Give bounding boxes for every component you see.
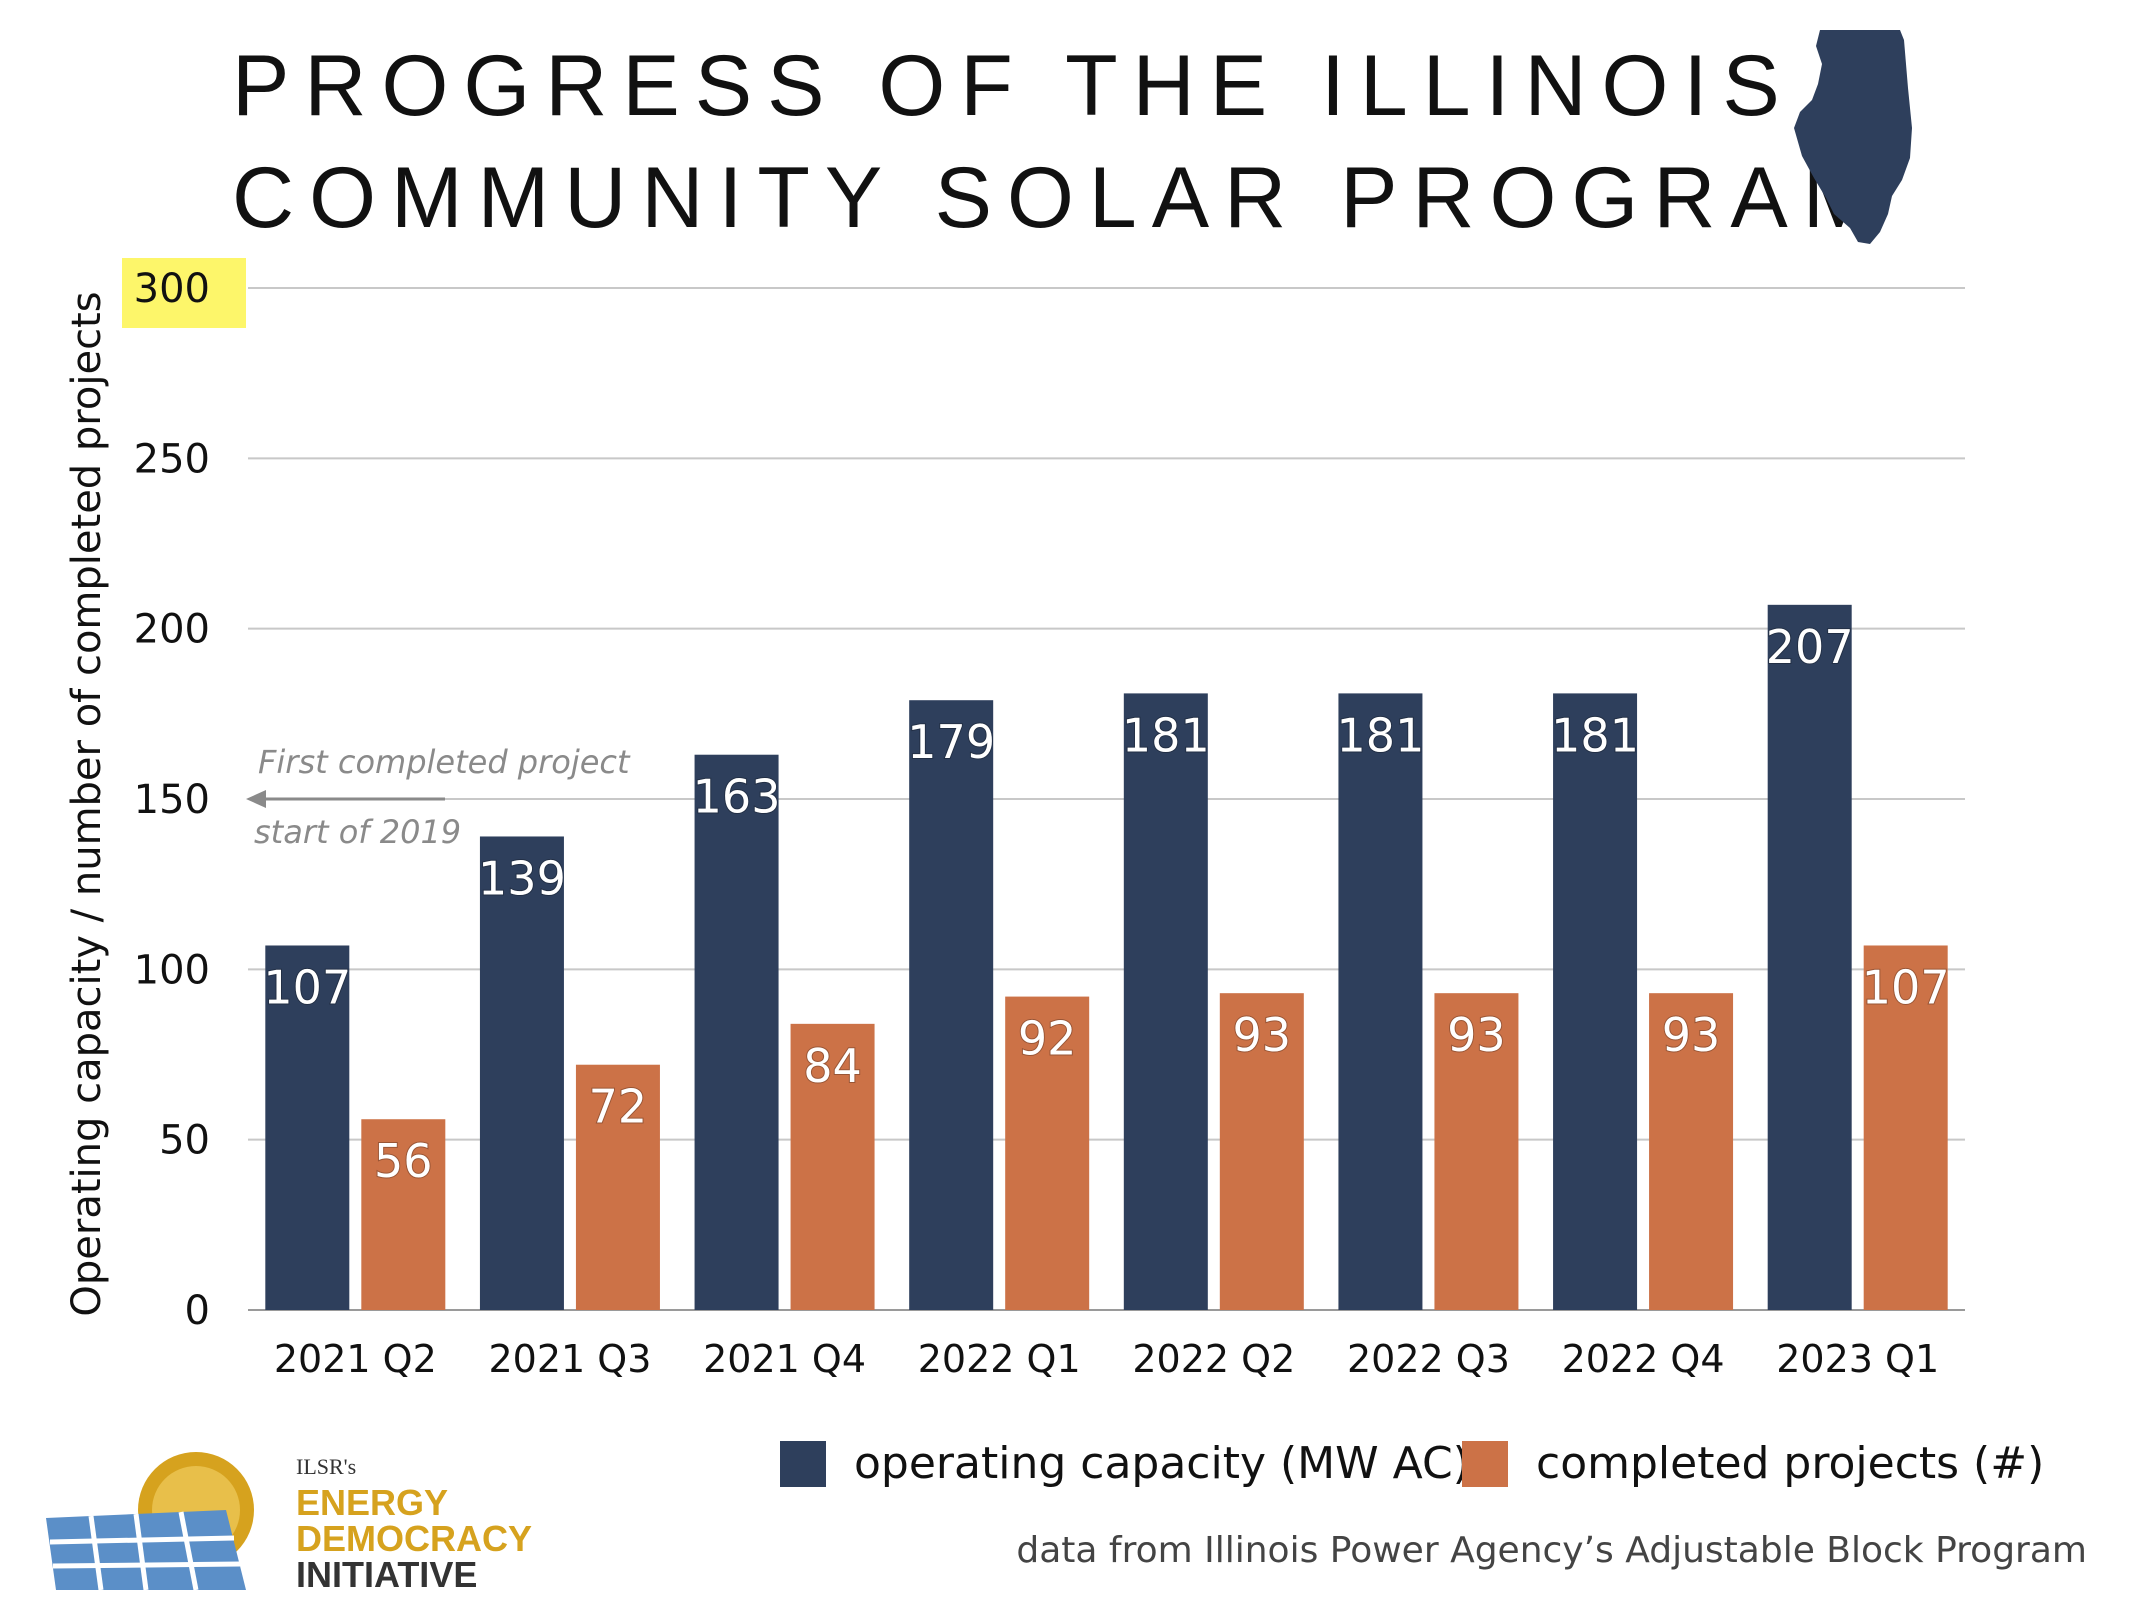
logo-line-3: INITIATIVE bbox=[296, 1554, 478, 1595]
data-label-capacity: 181 bbox=[1551, 708, 1639, 762]
y-tick-label: 50 bbox=[159, 1118, 210, 1164]
y-tick-label: 250 bbox=[134, 436, 210, 482]
data-label-projects: 93 bbox=[1233, 1008, 1292, 1062]
data-label-capacity: 181 bbox=[1122, 708, 1210, 762]
y-tick-label: 200 bbox=[134, 607, 210, 653]
bar-projects bbox=[1649, 993, 1734, 1310]
data-label-capacity: 139 bbox=[478, 851, 566, 905]
bar-projects bbox=[361, 1119, 446, 1310]
y-tick-label: 100 bbox=[134, 947, 210, 993]
data-label-capacity: 179 bbox=[907, 715, 995, 769]
legend-swatch-projects bbox=[1462, 1440, 1508, 1487]
tick-highlight bbox=[122, 258, 246, 328]
bar-capacity bbox=[909, 700, 994, 1310]
bar-projects bbox=[790, 1023, 875, 1310]
data-label-capacity: 207 bbox=[1766, 620, 1854, 674]
title-line-2: COMMUNITY SOLAR PROGRAM bbox=[232, 150, 1890, 246]
bar-projects bbox=[1219, 993, 1304, 1310]
source-note: data from Illinois Power Agency’s Adjust… bbox=[1016, 1530, 2087, 1571]
bar-projects bbox=[1434, 993, 1519, 1310]
data-label-projects: 72 bbox=[589, 1080, 648, 1134]
data-label-projects: 92 bbox=[1018, 1012, 1077, 1066]
sun-solar-panel-icon bbox=[46, 1452, 254, 1590]
data-label-capacity: 107 bbox=[263, 960, 351, 1014]
y-tick-label: 300 bbox=[134, 266, 210, 312]
bar-capacity bbox=[1767, 604, 1852, 1310]
bar-capacity bbox=[265, 945, 350, 1310]
annotation-line-2: start of 2019 bbox=[254, 813, 461, 851]
bar-capacity bbox=[1123, 693, 1208, 1310]
y-tick-label: 150 bbox=[134, 777, 210, 823]
bar-capacity bbox=[479, 836, 564, 1310]
energy-democracy-logo: ILSR's ENERGY DEMOCRACY INITIATIVE bbox=[46, 1440, 532, 1595]
legend-label-capacity: operating capacity (MW AC) bbox=[854, 1438, 1470, 1489]
legend-swatch-capacity bbox=[780, 1440, 826, 1487]
y-tick-label: 0 bbox=[185, 1288, 210, 1334]
bar-capacity bbox=[694, 754, 779, 1310]
x-tick-label: 2022 Q2 bbox=[1132, 1337, 1295, 1381]
bar-projects bbox=[575, 1064, 660, 1310]
data-label-projects: 84 bbox=[803, 1039, 862, 1093]
legend-item-capacity: operating capacity (MW AC) bbox=[780, 1438, 1470, 1489]
logo-line-1: ENERGY bbox=[296, 1482, 449, 1523]
logo-line-2: DEMOCRACY bbox=[296, 1518, 533, 1559]
bar-capacity bbox=[1338, 693, 1423, 1310]
chart-title: PROGRESS OF THE ILLINOIS COMMUNITY SOLAR… bbox=[232, 30, 1889, 254]
y-axis-title: Operating capacity / number of completed… bbox=[64, 291, 110, 1316]
data-label-capacity: 181 bbox=[1337, 708, 1425, 762]
x-tick-label: 2021 Q4 bbox=[703, 1337, 866, 1381]
annotation-arrow-head bbox=[246, 790, 266, 808]
data-label-projects: 93 bbox=[1447, 1008, 1506, 1062]
title-line-1: PROGRESS OF THE ILLINOIS bbox=[232, 38, 1795, 134]
x-tick-label: 2022 Q3 bbox=[1347, 1337, 1510, 1381]
data-label-projects: 56 bbox=[374, 1134, 433, 1188]
illinois-state-shape bbox=[1794, 30, 1912, 244]
x-tick-label: 2021 Q2 bbox=[274, 1337, 437, 1381]
legend-label-projects: completed projects (#) bbox=[1536, 1438, 2045, 1489]
x-tick-label: 2023 Q1 bbox=[1776, 1337, 1939, 1381]
legend-item-projects: completed projects (#) bbox=[1462, 1438, 2044, 1489]
annotation-line-1: First completed project bbox=[258, 743, 631, 781]
illinois-state-icon bbox=[1794, 30, 1912, 244]
bar-projects bbox=[1863, 945, 1948, 1310]
x-tick-label: 2022 Q4 bbox=[1562, 1337, 1725, 1381]
data-label-projects: 93 bbox=[1662, 1008, 1721, 1062]
bar-capacity bbox=[1553, 693, 1638, 1310]
x-tick-label: 2022 Q1 bbox=[918, 1337, 1081, 1381]
data-label-projects: 107 bbox=[1862, 960, 1950, 1014]
x-tick-label: 2021 Q3 bbox=[489, 1337, 652, 1381]
logo-org: ILSR's bbox=[296, 1454, 357, 1479]
data-label-capacity: 163 bbox=[693, 770, 781, 824]
bar-projects bbox=[1005, 996, 1090, 1310]
